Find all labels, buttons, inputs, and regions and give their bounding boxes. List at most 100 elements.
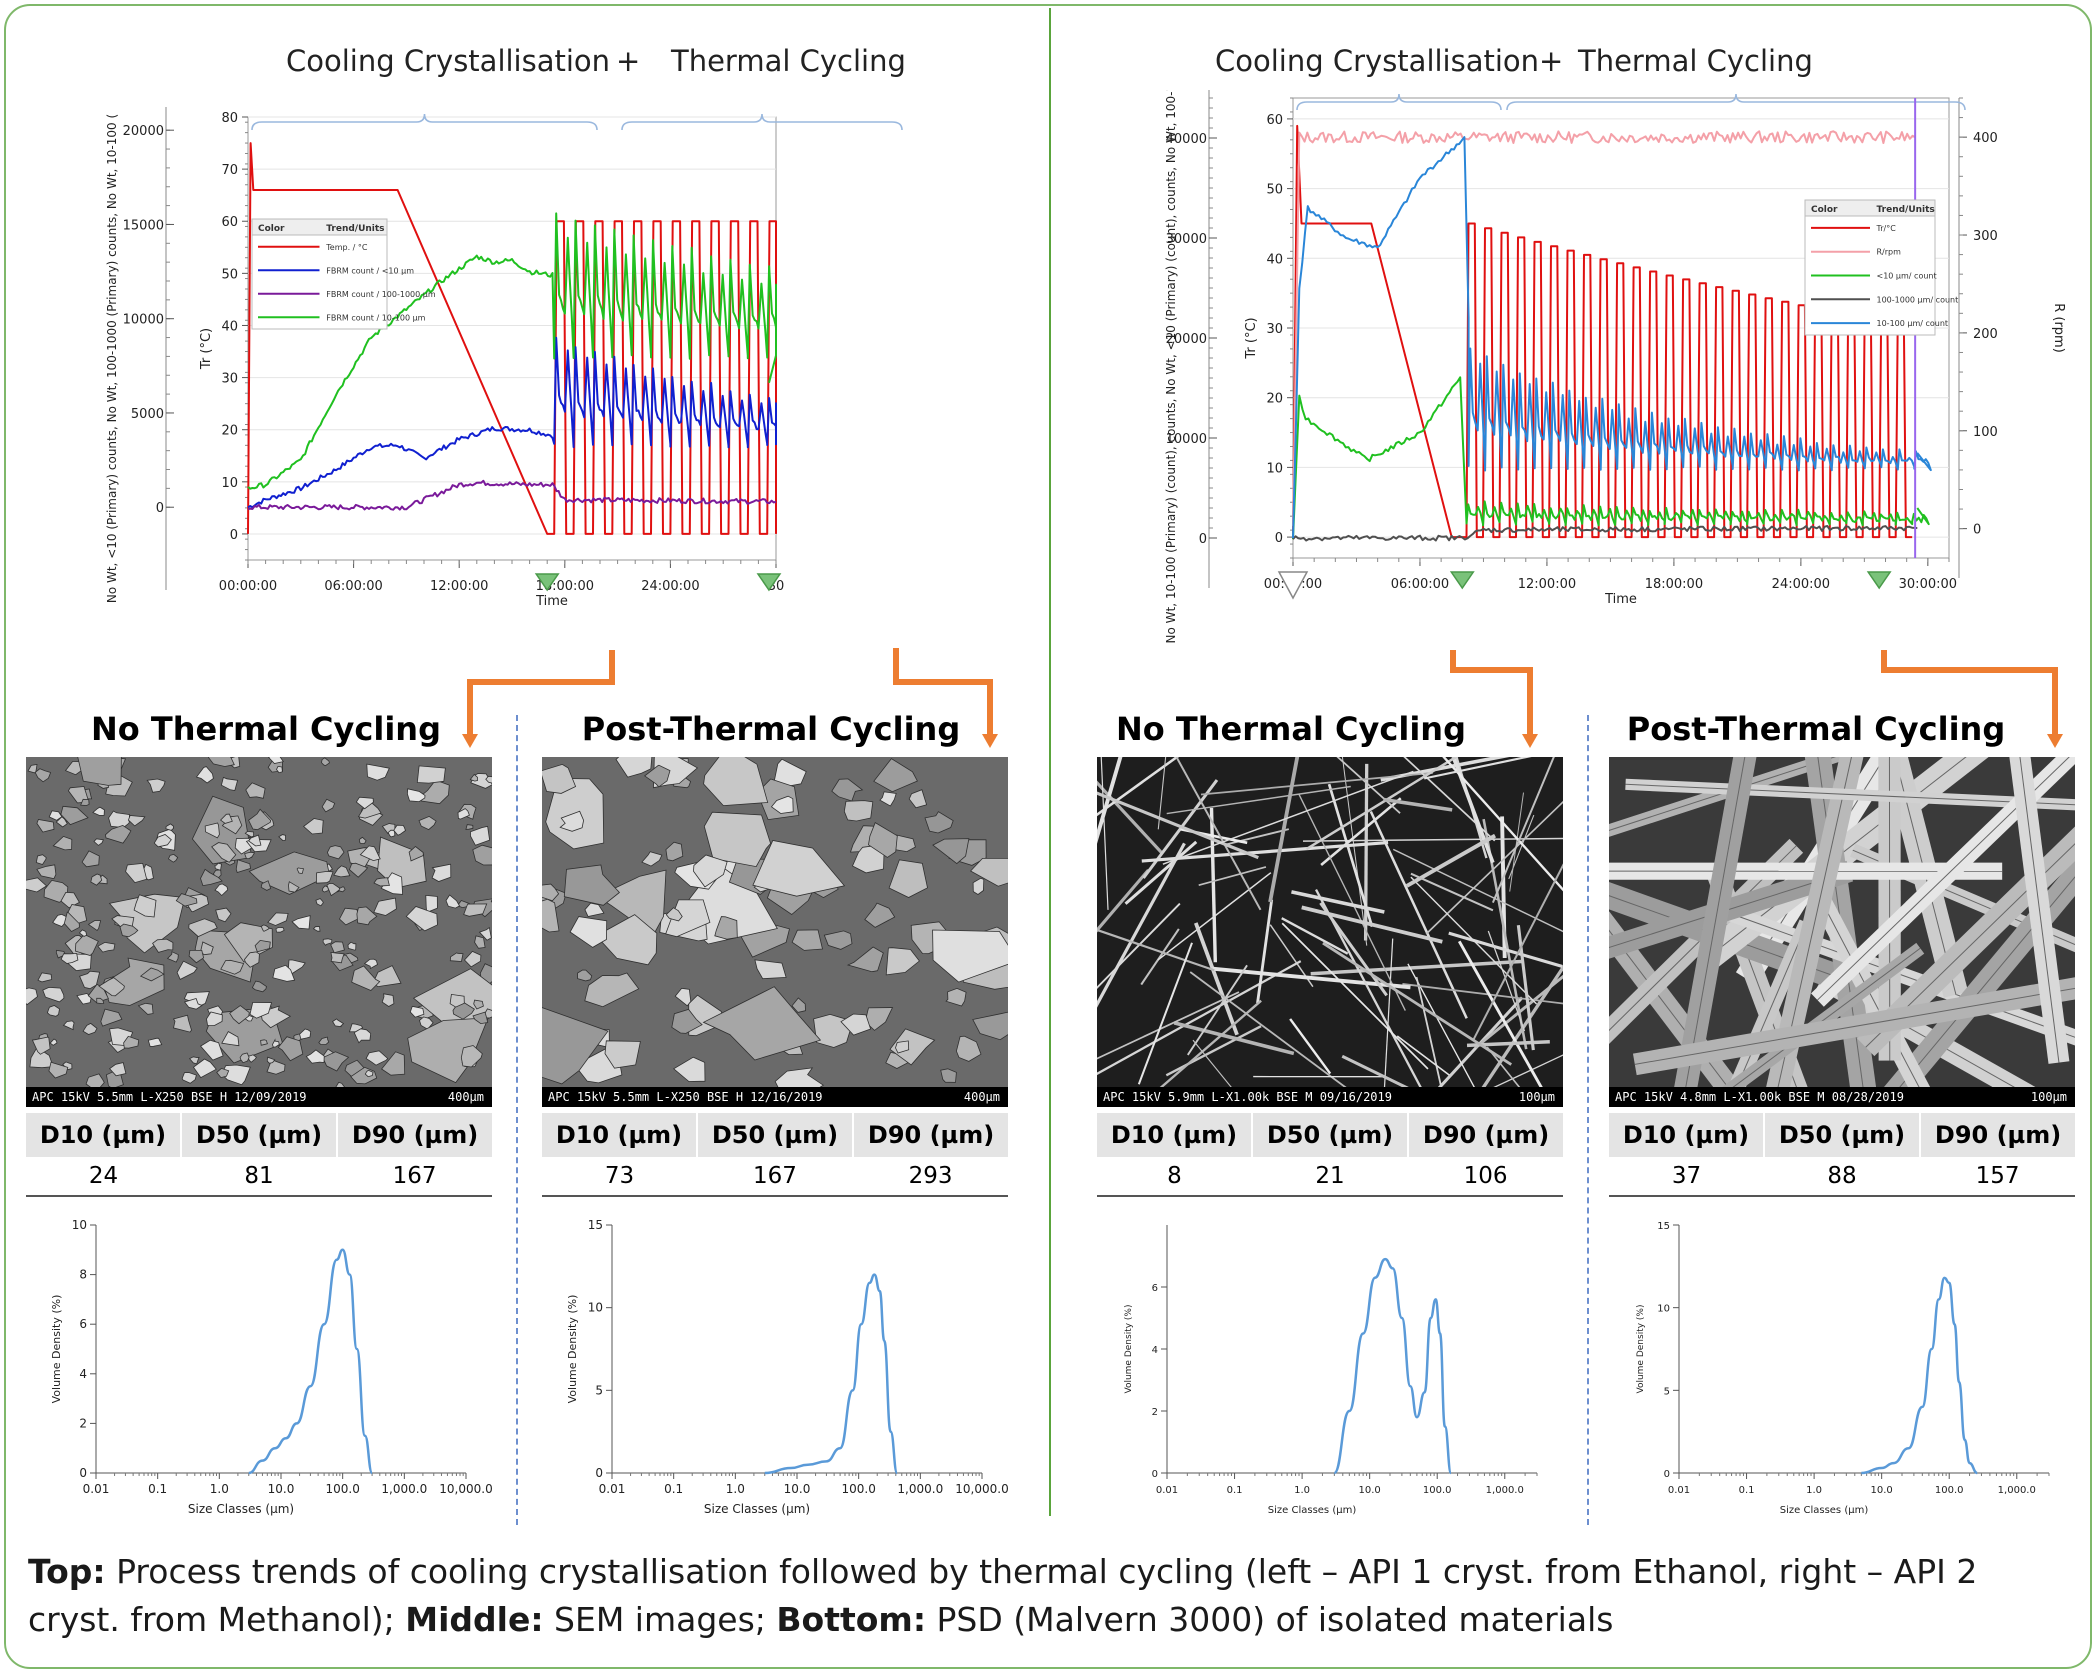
y-tick-label: 30 bbox=[1266, 322, 1283, 337]
legend-box bbox=[1804, 199, 1936, 336]
crystal-particle bbox=[542, 898, 560, 933]
x-tick-label: 24:00:00 bbox=[641, 579, 699, 594]
crystal-particle bbox=[183, 998, 203, 1010]
d90-value: 157 bbox=[1920, 1157, 2075, 1197]
crystal-particle bbox=[267, 912, 289, 926]
crystal-particle bbox=[55, 816, 68, 828]
dtable-4: D10 (µm) D50 (µm) D90 (µm) 37 88 157 bbox=[1609, 1113, 2075, 1197]
y3-tick-label: 100 bbox=[1973, 425, 1998, 440]
crystal-particle bbox=[445, 894, 461, 909]
header-cooling: Cooling Crystallisation bbox=[286, 44, 611, 78]
crystal-particle bbox=[87, 920, 102, 932]
crystal-particle bbox=[206, 1011, 223, 1026]
d90-value: 106 bbox=[1408, 1157, 1563, 1197]
crystal-needle bbox=[1410, 876, 1538, 1005]
crystal-particle bbox=[604, 1040, 641, 1069]
crystal-particle bbox=[364, 1069, 374, 1078]
crystal-particle bbox=[584, 972, 640, 1008]
crystal-particle bbox=[166, 951, 179, 963]
d90-header: D90 (µm) bbox=[336, 1113, 492, 1157]
crystal-particle bbox=[955, 1035, 982, 1062]
crystal-needle bbox=[1402, 983, 1563, 1005]
y-tick-label: 5 bbox=[595, 1383, 603, 1397]
crystal-needle bbox=[1472, 863, 1563, 1040]
crystal-particle bbox=[879, 791, 897, 807]
crystal-particle bbox=[542, 883, 560, 902]
sem-image-2: APC 15kV 5.5mm L-X250 BSE H 12/16/2019 40… bbox=[542, 757, 1008, 1107]
crystal-particle bbox=[972, 1011, 1008, 1041]
series-line-3 bbox=[247, 212, 777, 490]
crystal-particle bbox=[243, 951, 260, 968]
crystal-particle bbox=[888, 859, 928, 898]
panel-divider bbox=[1049, 8, 1051, 1516]
crystal-particle bbox=[80, 798, 90, 806]
crystal-needle bbox=[1097, 842, 1186, 1008]
crystal-needle bbox=[1187, 964, 1248, 1056]
crystal-particle bbox=[119, 923, 139, 938]
crystal-particle bbox=[405, 906, 438, 932]
x-tick-label: 24:00:00 bbox=[1772, 577, 1830, 592]
crystal-particle bbox=[48, 810, 63, 821]
crystal-particle bbox=[291, 915, 311, 930]
d90-value: 293 bbox=[853, 1157, 1008, 1197]
x-tick-label: 1.0 bbox=[726, 1482, 745, 1496]
x-tick-label: 1,000.0 bbox=[1998, 1485, 2036, 1496]
crystal-particle bbox=[569, 916, 608, 948]
series-line-1 bbox=[1292, 130, 1916, 526]
crystal-particle bbox=[864, 902, 896, 928]
crystal-particle bbox=[312, 926, 321, 932]
y-tick-label: 70 bbox=[221, 163, 238, 178]
crystal-particle bbox=[419, 779, 450, 805]
crystal-particle bbox=[152, 938, 174, 953]
d90-header: D90 (µm) bbox=[852, 1113, 1008, 1157]
y-tick-label: 20 bbox=[1266, 392, 1283, 407]
crystal-particle bbox=[244, 830, 254, 838]
crystal-particle bbox=[248, 834, 262, 847]
crystal-particle bbox=[52, 835, 73, 851]
d10-header: D10 (µm) bbox=[1097, 1113, 1252, 1157]
x-tick-label: 0.01 bbox=[1668, 1485, 1690, 1496]
psd-curve bbox=[248, 1248, 374, 1475]
x-tick-label: 0.1 bbox=[148, 1482, 167, 1496]
crystal-particle bbox=[90, 873, 103, 886]
crystal-particle bbox=[460, 1045, 483, 1068]
outer-frame bbox=[4, 4, 2092, 1669]
crystal-particle bbox=[472, 1011, 489, 1025]
crystal-particle bbox=[245, 782, 266, 799]
y-tick-label: 40 bbox=[1266, 252, 1283, 267]
crystal-particle bbox=[278, 834, 286, 842]
crystal-particle bbox=[359, 845, 381, 862]
crystal-needle bbox=[1097, 868, 1150, 933]
y-axis-label: Tr (°C) bbox=[199, 328, 214, 370]
event-marker bbox=[534, 573, 560, 592]
crystal-particle bbox=[333, 865, 351, 878]
legend-item: Temp. / °C bbox=[325, 243, 368, 252]
phase-brace bbox=[1506, 93, 1966, 111]
x-tick-label: 10.0 bbox=[1359, 1485, 1381, 1496]
y-axis-label: Tr (°C) bbox=[1244, 317, 1259, 359]
crystal-particle bbox=[315, 898, 324, 907]
y-axis-label: Volume Density (%) bbox=[566, 1295, 579, 1404]
crystal-particle bbox=[703, 757, 769, 807]
crystal-particle bbox=[81, 850, 100, 868]
y-axis-label: Volume Density (%) bbox=[50, 1295, 63, 1404]
crystal-particle bbox=[288, 881, 300, 893]
crystal-particle bbox=[406, 788, 426, 803]
crystal-needle bbox=[1198, 866, 1267, 887]
crystal-particle bbox=[431, 863, 452, 882]
y-tick-label: 0 bbox=[595, 1466, 603, 1480]
crystal-particle bbox=[31, 1036, 51, 1055]
y-tick-label: 0 bbox=[79, 1466, 87, 1480]
crystal-needle bbox=[1425, 800, 1563, 935]
y-tick-label: 60 bbox=[1266, 113, 1283, 128]
legend-header bbox=[1804, 199, 1936, 217]
crystal-particle bbox=[321, 757, 330, 767]
crystal-particle bbox=[188, 1056, 200, 1065]
crystal-particle bbox=[26, 987, 38, 1006]
crystal-particle bbox=[472, 844, 492, 866]
y-axis-label: Volume Density (%) bbox=[1124, 1305, 1134, 1394]
caption-top-label: Top: bbox=[28, 1552, 106, 1591]
caption-middle-label: Middle: bbox=[405, 1600, 544, 1639]
crystal-particle bbox=[366, 763, 390, 781]
